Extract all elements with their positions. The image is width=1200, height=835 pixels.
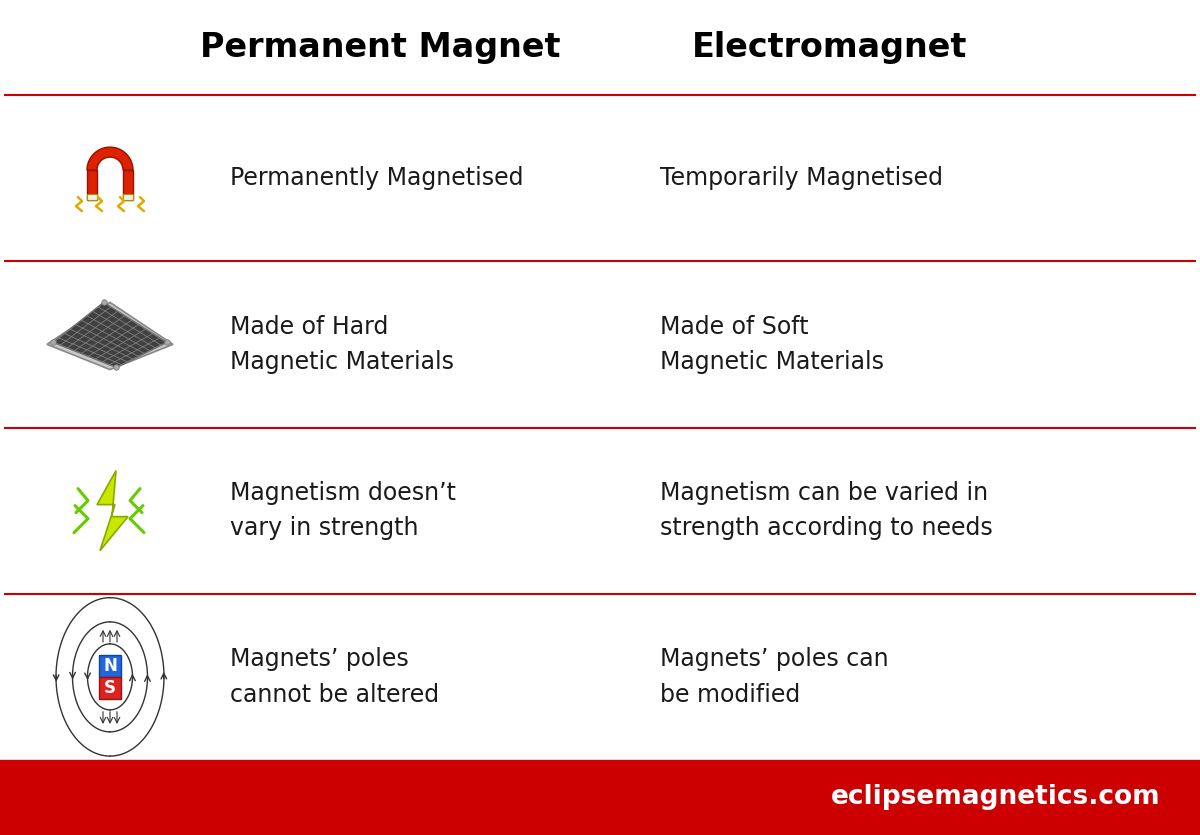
Text: S: S bbox=[104, 679, 116, 697]
Polygon shape bbox=[97, 471, 128, 550]
Text: Magnetism doesn’t
vary in strength: Magnetism doesn’t vary in strength bbox=[230, 481, 456, 540]
Polygon shape bbox=[47, 302, 173, 370]
FancyBboxPatch shape bbox=[88, 170, 97, 200]
Text: Magnets’ poles can
be modified: Magnets’ poles can be modified bbox=[660, 647, 889, 706]
Text: Permanently Magnetised: Permanently Magnetised bbox=[230, 166, 523, 190]
FancyBboxPatch shape bbox=[124, 194, 133, 200]
FancyBboxPatch shape bbox=[124, 170, 133, 200]
Text: Made of Soft
Magnetic Materials: Made of Soft Magnetic Materials bbox=[660, 315, 884, 374]
Polygon shape bbox=[88, 147, 133, 170]
Text: Magnets’ poles
cannot be altered: Magnets’ poles cannot be altered bbox=[230, 647, 439, 706]
Text: N: N bbox=[103, 657, 116, 675]
Polygon shape bbox=[53, 302, 167, 367]
Text: Magnetism can be varied in
strength according to needs: Magnetism can be varied in strength acco… bbox=[660, 481, 992, 540]
FancyBboxPatch shape bbox=[100, 677, 121, 699]
FancyBboxPatch shape bbox=[100, 655, 121, 677]
Text: Electromagnet: Electromagnet bbox=[692, 31, 967, 64]
FancyBboxPatch shape bbox=[88, 194, 97, 200]
Text: Permanent Magnet: Permanent Magnet bbox=[199, 31, 560, 64]
Text: Temporarily Magnetised: Temporarily Magnetised bbox=[660, 166, 943, 190]
Bar bbox=[0, 760, 1200, 835]
Text: Made of Hard
Magnetic Materials: Made of Hard Magnetic Materials bbox=[230, 315, 454, 374]
Text: eclipsemagnetics.com: eclipsemagnetics.com bbox=[830, 785, 1160, 811]
